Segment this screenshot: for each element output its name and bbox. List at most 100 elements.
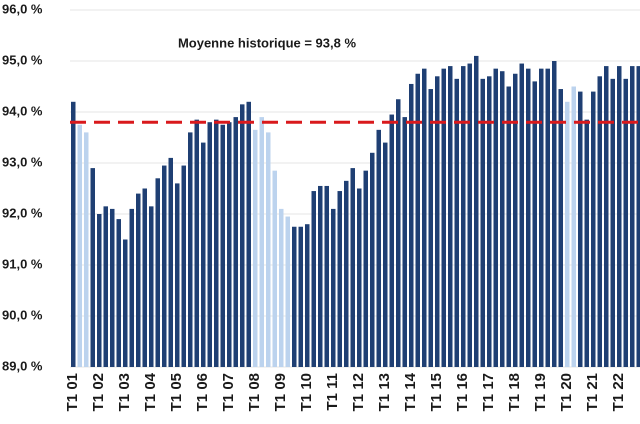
bar bbox=[604, 66, 609, 367]
bar bbox=[493, 68, 498, 368]
bar bbox=[415, 73, 420, 367]
bar bbox=[331, 208, 336, 367]
x-tick-label: T1 13 bbox=[376, 373, 393, 411]
x-tick-label: T1 16 bbox=[454, 373, 471, 411]
x-tick-label: T1 18 bbox=[506, 373, 523, 411]
bar bbox=[253, 129, 258, 367]
bar bbox=[480, 78, 485, 367]
y-tick-label: 91,0 % bbox=[2, 256, 43, 271]
bar bbox=[233, 117, 238, 367]
bar bbox=[578, 91, 583, 367]
bar bbox=[383, 142, 388, 367]
bar bbox=[545, 68, 550, 368]
bar bbox=[194, 119, 199, 368]
x-tick-label: T1 08 bbox=[246, 373, 263, 411]
y-tick-label: 95,0 % bbox=[2, 52, 43, 67]
y-tick-label: 92,0 % bbox=[2, 205, 43, 220]
x-tick-label: T1 14 bbox=[402, 372, 419, 411]
bar bbox=[246, 101, 251, 368]
x-tick-label: T1 15 bbox=[428, 373, 445, 411]
bar bbox=[454, 78, 459, 367]
bar bbox=[227, 122, 232, 367]
bar bbox=[266, 132, 271, 367]
bar bbox=[422, 68, 427, 368]
bar bbox=[513, 73, 518, 367]
bar bbox=[220, 124, 225, 367]
bar bbox=[500, 71, 505, 367]
bar bbox=[363, 170, 368, 367]
bar bbox=[97, 214, 102, 367]
bar bbox=[162, 165, 167, 367]
bar bbox=[129, 208, 134, 367]
bar bbox=[103, 206, 108, 367]
bar bbox=[77, 124, 82, 367]
y-tick-label: 89,0 % bbox=[2, 358, 43, 373]
y-tick-label: 96,0 % bbox=[2, 1, 43, 16]
bar bbox=[558, 89, 563, 368]
bar bbox=[84, 132, 89, 367]
x-tick-label: T1 10 bbox=[298, 373, 315, 411]
bar bbox=[337, 191, 342, 367]
bar bbox=[506, 86, 511, 367]
bar bbox=[487, 76, 492, 368]
x-tick-label: T1 12 bbox=[350, 373, 367, 411]
bar bbox=[597, 76, 602, 368]
bar bbox=[402, 117, 407, 367]
bar bbox=[571, 86, 576, 367]
bar bbox=[584, 119, 589, 368]
bar bbox=[526, 68, 531, 368]
x-tick-label: T1 03 bbox=[116, 373, 133, 411]
bar bbox=[292, 226, 297, 367]
bar bbox=[519, 63, 524, 368]
bar bbox=[272, 170, 277, 367]
y-tick-label: 90,0 % bbox=[2, 307, 43, 322]
bar bbox=[136, 193, 141, 367]
x-tick-label: T1 21 bbox=[584, 373, 601, 411]
bar bbox=[285, 216, 290, 367]
bar bbox=[90, 168, 95, 367]
bar bbox=[357, 188, 362, 367]
bar bbox=[181, 165, 186, 367]
bar bbox=[389, 114, 394, 367]
bar bbox=[370, 152, 375, 367]
bar bbox=[461, 66, 466, 367]
bar bbox=[155, 178, 160, 367]
bar bbox=[467, 63, 472, 368]
bar bbox=[298, 226, 303, 367]
annotation: Moyenne historique = 93,8 % bbox=[178, 35, 357, 50]
y-tick-label: 94,0 % bbox=[2, 103, 43, 118]
x-tick-label: T1 02 bbox=[90, 373, 107, 411]
bar bbox=[149, 206, 154, 367]
bar bbox=[214, 119, 219, 368]
bar bbox=[175, 183, 180, 367]
x-tick-label: T1 19 bbox=[532, 373, 549, 411]
bar bbox=[123, 239, 128, 367]
bar bbox=[201, 142, 206, 367]
x-tick-label: T1 20 bbox=[558, 373, 575, 411]
bar bbox=[279, 208, 284, 367]
bar bbox=[552, 61, 557, 367]
bar bbox=[565, 101, 570, 368]
bar bbox=[532, 81, 537, 368]
x-tick-label: T1 01 bbox=[64, 373, 81, 411]
bar bbox=[344, 180, 349, 367]
bar bbox=[142, 188, 147, 367]
bar bbox=[71, 101, 76, 368]
x-tick-label: T1 07 bbox=[220, 373, 237, 411]
bar bbox=[259, 117, 264, 367]
x-tick-label: T1 05 bbox=[168, 373, 185, 411]
bar bbox=[318, 185, 323, 367]
bar bbox=[474, 55, 479, 368]
bar bbox=[409, 83, 414, 367]
x-tick-label: T1 22 bbox=[610, 373, 627, 411]
bar bbox=[591, 91, 596, 367]
x-tick-label: T1 09 bbox=[272, 373, 289, 411]
bar bbox=[305, 224, 310, 367]
bar bbox=[324, 185, 329, 367]
bar bbox=[623, 78, 628, 367]
x-tick-label: T1 06 bbox=[194, 373, 211, 411]
x-tick-label: T1 11 bbox=[324, 373, 341, 411]
bar bbox=[610, 78, 615, 367]
bar bbox=[428, 89, 433, 368]
